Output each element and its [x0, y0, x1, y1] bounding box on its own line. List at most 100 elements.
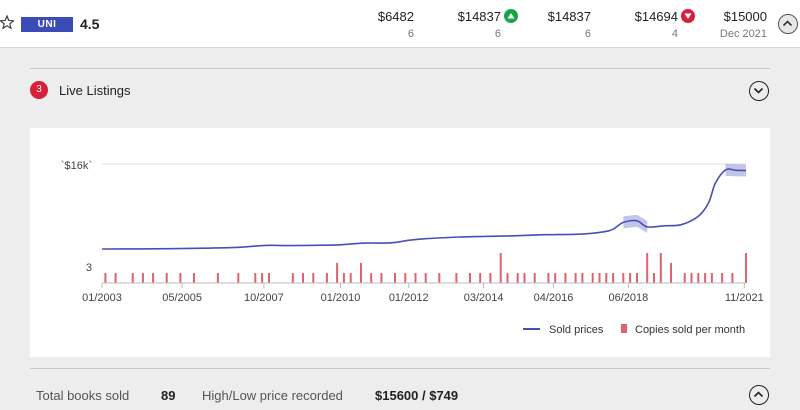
- price-column-2: $14837 6: [458, 8, 518, 40]
- grade-value: 4.5: [80, 16, 100, 32]
- copies-sold-bar: [605, 273, 608, 283]
- collapse-stats-button[interactable]: [749, 385, 769, 405]
- copies-sold-bar: [342, 273, 345, 283]
- copies-sold-bar: [179, 273, 182, 283]
- price-range-band: [623, 163, 746, 233]
- copies-sold-bar: [469, 273, 471, 283]
- copies-sold-bar: [114, 273, 117, 283]
- divider: [30, 368, 770, 369]
- stats-summary-row: Total books sold 89 High/Low price recor…: [30, 380, 770, 410]
- copies-sold-bar: [721, 273, 724, 283]
- copies-sold-bar: [683, 273, 686, 283]
- copies-sold-bar: [704, 273, 707, 283]
- price-value: $14694: [634, 9, 678, 24]
- copies-sold-bar: [438, 273, 441, 283]
- copies-sold-bar: [141, 273, 144, 283]
- live-listings-header[interactable]: 3 Live Listings: [30, 78, 770, 108]
- x-tick-label: 03/2014: [464, 292, 504, 304]
- copies-sold-bar: [104, 273, 107, 283]
- copies-sold-bar: [629, 273, 632, 283]
- copies-sold-bar: [670, 263, 672, 283]
- total-books-value: 89: [161, 388, 176, 403]
- price-value: $14837: [457, 9, 501, 24]
- copies-sold-bar: [612, 273, 615, 283]
- copies-sold-bar: [622, 273, 625, 283]
- copies-sold-bar: [291, 273, 294, 283]
- trend-down-icon: [681, 9, 695, 23]
- price-column-3: $14837 6: [548, 8, 591, 40]
- copies-sold-bar: [533, 273, 536, 283]
- high-low-label: High/Low price recorded: [202, 388, 343, 403]
- x-tick-label: 11/2021: [725, 292, 764, 304]
- copies-sold-bar: [653, 273, 655, 283]
- x-tick-label: 10/2007: [244, 292, 284, 304]
- copies-sold-bar: [489, 273, 492, 283]
- collapse-row-button[interactable]: [778, 14, 798, 34]
- price-column-4: $14694 4: [635, 8, 695, 40]
- price-value: $15000: [723, 9, 767, 24]
- chart-svg: `$16k` 3 01/2003 05/2005 10/2007 01/2010 01/…: [61, 160, 764, 336]
- copies-sold-bar: [697, 273, 700, 283]
- copies-sold-bar: [547, 273, 550, 283]
- high-low-value: $15600 / $749: [375, 388, 459, 403]
- last-sale-date: Dec 2021: [719, 28, 767, 40]
- copies-sold-bar: [325, 273, 328, 283]
- copies-sold-bar: [237, 273, 240, 283]
- sales-count: 4: [671, 28, 678, 40]
- copies-sold-bar: [261, 273, 264, 283]
- price-column-5: $15000 Dec 2021: [720, 8, 767, 40]
- copies-sold-bar: [370, 273, 373, 283]
- chevron-up-icon: [753, 391, 764, 398]
- copies-sold-bar: [554, 273, 557, 283]
- copies-sold-bar: [394, 273, 396, 283]
- price-value: $6482: [377, 9, 414, 24]
- copies-sold-bar: [414, 273, 417, 283]
- chevron-down-icon: [753, 87, 764, 94]
- copies-sold-bar: [268, 273, 270, 283]
- x-tick-label: 04/2016: [534, 292, 574, 304]
- legend-copies-sold[interactable]: Copies sold per month: [635, 324, 745, 336]
- copies-sold-bar: [193, 273, 195, 283]
- y-tick-label: `$16k`: [61, 160, 92, 172]
- copies-sold-bar: [165, 273, 168, 283]
- legend-sold-prices[interactable]: Sold prices: [549, 324, 604, 336]
- copies-sold-bar: [659, 253, 662, 283]
- copies-sold-bar: [360, 263, 362, 283]
- copies-sold-bar: [479, 273, 482, 283]
- x-tick-label: 01/2012: [389, 292, 429, 304]
- listings-count-badge: 3: [30, 81, 48, 99]
- price-column-1: $6482 6: [378, 8, 414, 40]
- copies-sold-bar: [710, 273, 713, 283]
- price-value: $14837: [547, 9, 591, 24]
- sold-prices-line: [101, 168, 747, 250]
- copies-sold-bar: [216, 273, 219, 283]
- copies-sold-bar: [336, 263, 339, 283]
- copies-sold-bar: [636, 273, 638, 283]
- copies-sold-bar: [302, 273, 304, 283]
- copies-sold-bar: [745, 253, 747, 283]
- sales-count: 6: [494, 28, 501, 40]
- x-tick-label: 01/2010: [321, 292, 361, 304]
- x-tick-label: 01/2003: [82, 292, 122, 304]
- copies-sold-bar: [424, 273, 427, 283]
- copies-sold-bar: [404, 273, 407, 283]
- copies-sold-bar: [690, 273, 693, 283]
- divider: [30, 68, 770, 69]
- copies-sold-bar: [516, 273, 519, 283]
- grade-badge: UNI: [21, 17, 73, 32]
- copies-sold-bar: [731, 273, 734, 283]
- trend-up-icon: [504, 9, 518, 23]
- total-books-label: Total books sold: [36, 388, 130, 403]
- copies-sold-bar: [455, 273, 458, 283]
- sales-count: 6: [407, 28, 414, 40]
- x-tick-label: 06/2018: [609, 292, 649, 304]
- copies-sold-bar: [499, 253, 502, 283]
- copies-sold-bar: [254, 273, 257, 283]
- y-tick-label: 3: [86, 262, 92, 274]
- live-listings-title: Live Listings: [59, 83, 131, 98]
- star-icon[interactable]: [0, 14, 15, 30]
- copies-sold-bar: [152, 273, 155, 283]
- legend-bar-swatch: [621, 324, 627, 333]
- copies-sold-bar: [564, 273, 567, 283]
- expand-listings-button[interactable]: [749, 81, 769, 101]
